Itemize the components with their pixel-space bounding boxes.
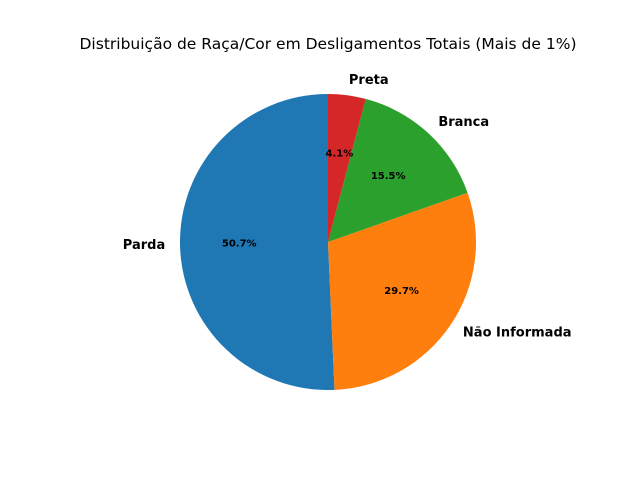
slice-percent-branca: 15.5% bbox=[371, 171, 406, 182]
slice-label-preta: Preta bbox=[349, 73, 389, 88]
slice-percent-parda: 50.7% bbox=[222, 238, 257, 249]
pie-labels: Parda 50.7% Não Informada 29.7% Branca 15.5% P… bbox=[123, 73, 572, 341]
pie-slice-nao-informada bbox=[328, 192, 476, 390]
pie-slices bbox=[180, 94, 476, 390]
pie-slice-parda bbox=[180, 94, 335, 390]
pie-slice-preta bbox=[328, 94, 366, 242]
chart-title: Distribuição de Raça/Cor em Desligamento… bbox=[80, 35, 577, 53]
pie-slice-branca bbox=[328, 98, 468, 242]
slice-label-parda: Parda bbox=[123, 238, 165, 253]
slice-percent-preta: 4.1% bbox=[326, 148, 354, 159]
slice-label-nao-informada: Não Informada bbox=[463, 326, 572, 341]
slice-label-branca: Branca bbox=[438, 115, 489, 130]
slice-percent-nao-informada: 29.7% bbox=[384, 286, 419, 297]
